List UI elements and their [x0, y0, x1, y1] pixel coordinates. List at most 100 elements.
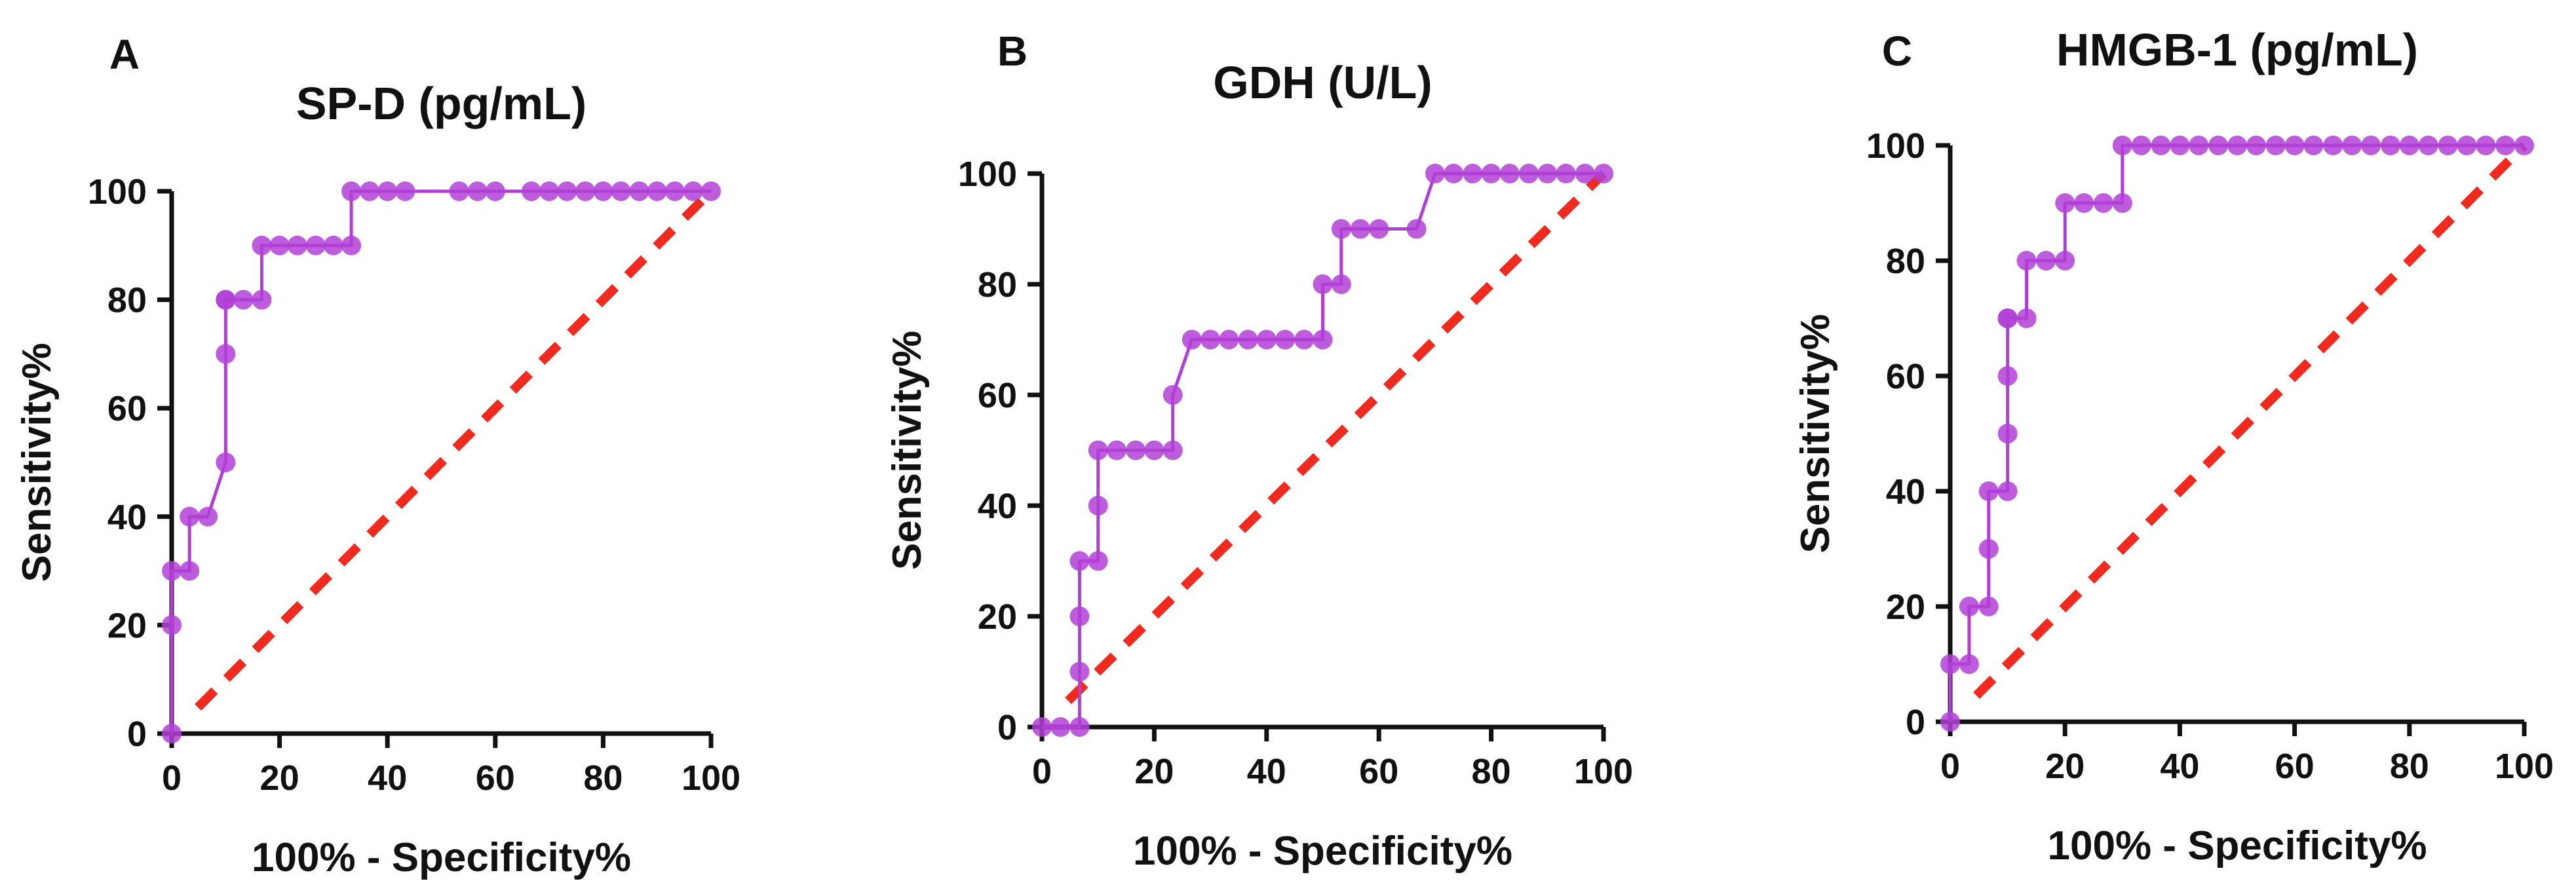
roc-point — [1594, 164, 1613, 183]
roc-point — [1275, 329, 1296, 350]
roc-point — [1144, 440, 1164, 460]
roc-point — [1088, 551, 1108, 571]
roc-point — [557, 181, 577, 201]
roc-point — [467, 181, 488, 201]
roc-point — [2438, 136, 2458, 155]
roc-point — [1088, 496, 1108, 515]
roc-point — [180, 561, 200, 581]
roc-point — [233, 289, 254, 310]
y-axis-label: Sensitivity% — [1793, 314, 1838, 553]
roc-point — [1126, 440, 1146, 460]
roc-point — [1256, 329, 1277, 350]
roc-point — [2265, 136, 2286, 155]
roc-point — [485, 181, 505, 201]
x-tick-label: 60 — [476, 758, 515, 798]
roc-point — [1940, 712, 1960, 732]
x-tick-label: 20 — [260, 758, 299, 798]
roc-point — [269, 235, 290, 255]
roc-point — [1313, 329, 1333, 350]
x-tick-label: 100 — [1574, 752, 1633, 791]
roc-point — [1940, 654, 1960, 674]
roc-point — [198, 506, 218, 527]
roc-point — [2342, 136, 2362, 155]
roc-point — [593, 181, 613, 201]
roc-point — [2514, 136, 2534, 155]
roc-point — [2055, 251, 2075, 271]
roc-point — [521, 181, 541, 201]
roc-point — [1575, 164, 1595, 183]
roc-point — [1997, 424, 2018, 443]
y-tick-label: 100 — [1866, 126, 1925, 166]
roc-point — [323, 235, 343, 255]
roc-point — [2036, 251, 2056, 271]
y-tick-label: 100 — [88, 172, 147, 212]
x-tick-label: 0 — [162, 758, 182, 798]
roc-point — [162, 724, 182, 743]
roc-point — [180, 506, 200, 527]
roc-point — [2303, 136, 2324, 155]
x-tick-label: 80 — [583, 758, 623, 798]
x-tick-label: 40 — [368, 758, 407, 798]
x-axis-label: 100% - Specificity% — [2048, 823, 2427, 868]
chart-title: GDH (U/L) — [1213, 57, 1432, 108]
x-tick-label: 60 — [1359, 752, 1398, 791]
roc-point — [1106, 440, 1126, 460]
x-tick-label: 60 — [2275, 747, 2315, 786]
roc-point — [2284, 136, 2305, 155]
roc-point — [2476, 136, 2496, 155]
roc-point — [2208, 136, 2229, 155]
roc-point — [449, 181, 469, 201]
x-tick-label: 20 — [1134, 752, 1174, 791]
roc-point — [1556, 164, 1576, 183]
roc-point — [2131, 136, 2151, 155]
roc-point — [2016, 308, 2037, 328]
roc-point — [1369, 219, 1389, 239]
roc-point — [1050, 717, 1071, 737]
panel-b: B GDH (U/L) 0 20 40 60 80 100 0 20 40 60 80 100 100% -… — [885, 28, 1633, 874]
roc-point — [2016, 251, 2037, 271]
chart-title: HMGB-1 (pg/mL) — [2056, 24, 2418, 75]
roc-point — [360, 181, 380, 201]
roc-point — [1978, 481, 1999, 501]
roc-point — [1519, 164, 1539, 183]
roc-point — [2495, 136, 2516, 155]
roc-point — [2074, 193, 2094, 213]
roc-point — [1959, 654, 1979, 674]
panel-letter: B — [997, 28, 1028, 75]
roc-point — [2399, 136, 2419, 155]
roc-point — [1959, 597, 1979, 616]
roc-point — [1978, 597, 1999, 616]
roc-point — [1406, 219, 1427, 239]
roc-point — [1997, 481, 2018, 501]
x-tick-label: 40 — [2160, 747, 2199, 786]
y-tick-label: 100 — [958, 155, 1017, 194]
roc-point — [1201, 329, 1221, 350]
roc-point — [1238, 329, 1258, 350]
roc-point — [2380, 136, 2400, 155]
roc-point — [1978, 539, 1999, 559]
y-tick-label: 80 — [107, 281, 147, 320]
roc-point — [2323, 136, 2343, 155]
chart-title: SP-D (pg/mL) — [296, 78, 586, 129]
roc-point — [1182, 329, 1202, 350]
y-tick-label: 40 — [978, 487, 1017, 526]
x-tick-label: 80 — [2390, 747, 2429, 786]
roc-point — [2151, 136, 2171, 155]
roc-point — [162, 561, 182, 581]
roc-point — [701, 181, 721, 201]
roc-point — [2227, 136, 2247, 155]
roc-point — [395, 181, 415, 201]
roc-point — [647, 181, 667, 201]
roc-point — [683, 181, 703, 201]
panel-c: C HMGB-1 (pg/mL) 0 20 40 60 80 100 0 20 40 60 80 100 1… — [1793, 24, 2554, 868]
roc-point — [664, 181, 685, 201]
roc-point — [162, 615, 182, 635]
roc-point — [1350, 219, 1370, 239]
roc-point — [1069, 662, 1090, 682]
roc-point — [1997, 366, 2018, 386]
roc-point — [1313, 274, 1333, 294]
roc-point — [575, 181, 596, 201]
x-tick-label: 80 — [1472, 752, 1511, 791]
roc-point — [1294, 329, 1315, 350]
